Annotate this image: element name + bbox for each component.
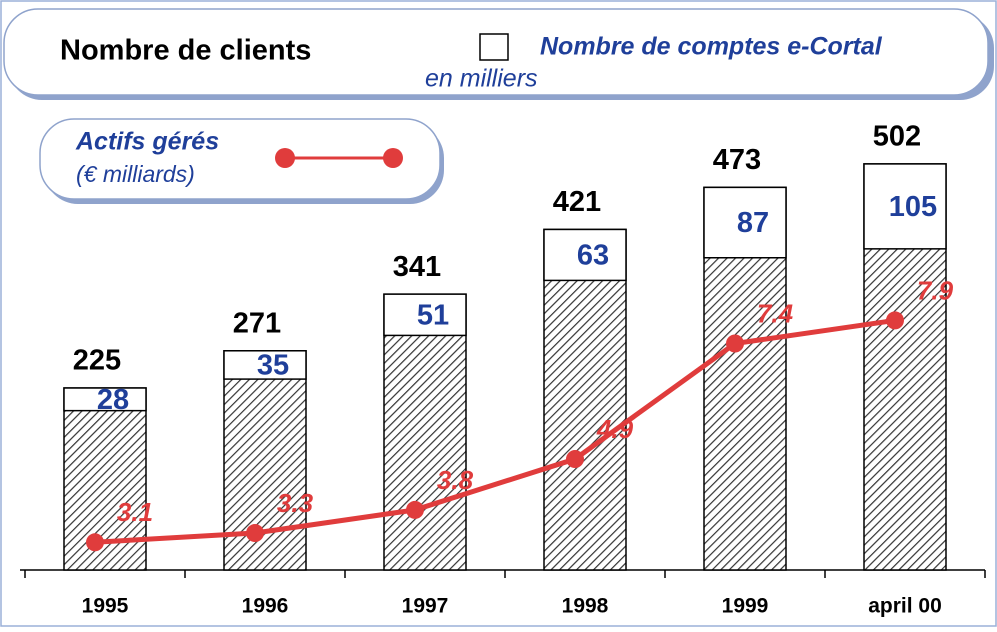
legend2-box (39, 118, 441, 200)
data-label: 105 (889, 191, 937, 223)
data-label: 63 (577, 240, 609, 272)
line-marker (886, 311, 904, 330)
data-label: 4.9 (596, 414, 634, 444)
data-label: 341 (393, 251, 441, 283)
line-marker (406, 500, 424, 519)
data-label: 473 (713, 144, 761, 176)
data-label: 35 (257, 350, 289, 382)
bar-segment (703, 186, 787, 259)
legend-unit: (€ milliards) (76, 161, 195, 187)
x-tick-label: april 00 (868, 595, 942, 618)
x-tick-label: 1998 (562, 595, 609, 618)
data-label: 87 (737, 207, 769, 239)
x-tick-label: 1999 (722, 595, 769, 618)
x-tick-label: 1996 (242, 595, 289, 618)
bar-segment (543, 228, 627, 282)
x-tick-label: 1995 (82, 595, 129, 618)
chart-title: Nombre de clients (60, 35, 311, 67)
data-label: 271 (233, 307, 281, 339)
chart-subtitle: en milliers (425, 65, 538, 93)
line (94, 317, 896, 545)
legend-marker (275, 148, 295, 168)
line-marker (726, 334, 744, 353)
data-label: 7.4 (757, 298, 794, 328)
legend-label: Actifs gérés (75, 128, 219, 156)
line-marker (566, 450, 584, 469)
data-label: 421 (553, 186, 601, 218)
data-label: 3.8 (437, 465, 474, 495)
bar (383, 293, 467, 571)
bar-segment (63, 387, 147, 412)
data-label: 502 (873, 121, 921, 153)
data-label: 28 (97, 384, 129, 416)
data-label: 225 (73, 345, 121, 377)
data-label: 7.9 (917, 275, 954, 305)
line-marker (86, 533, 104, 552)
bar-segment (383, 293, 467, 337)
data-label: 3.1 (117, 497, 153, 527)
legend-marker (383, 148, 403, 168)
legend-label: Nombre de comptes e-Cortal (540, 33, 883, 61)
bar-segment (223, 350, 307, 380)
data-label: 3.3 (277, 488, 314, 518)
bar (543, 228, 627, 571)
line-marker (246, 524, 264, 543)
bar-segment (863, 163, 947, 250)
bar (223, 350, 307, 571)
data-label: 51 (417, 299, 449, 331)
x-tick-label: 1997 (402, 595, 449, 618)
legend-swatch (479, 33, 509, 61)
